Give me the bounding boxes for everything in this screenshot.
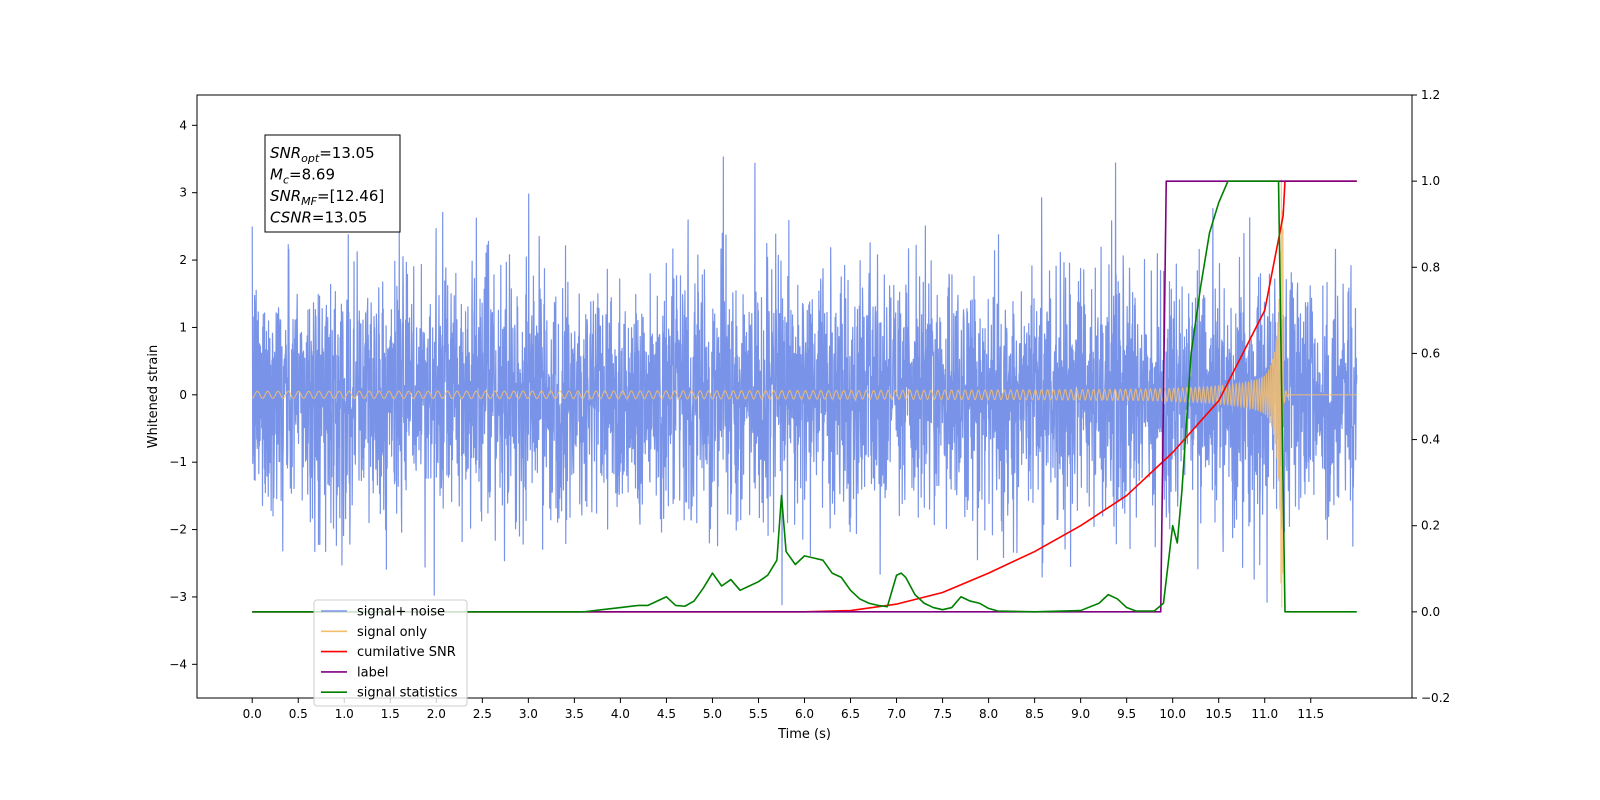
x-tick-label: 3.5 — [565, 707, 584, 721]
x-tick-label: 6.5 — [841, 707, 860, 721]
signal-noise-line — [251, 156, 1358, 606]
signal-only-line — [252, 179, 1357, 608]
y-right-tick-label: 1.0 — [1421, 174, 1440, 188]
y-right-tick-label: 0.8 — [1421, 260, 1440, 274]
legend-label: signal+ noise — [357, 605, 445, 620]
x-tick-label: 4.0 — [611, 707, 630, 721]
annotation-frame — [264, 134, 401, 233]
x-tick-label: 1.5 — [381, 707, 400, 721]
x-tick-label: 2.5 — [473, 707, 492, 721]
y-left-tick-label: 3 — [179, 186, 187, 200]
legend-frame — [313, 599, 468, 707]
legend-label: label — [357, 665, 388, 680]
annotation-line: SNRopt=13.05 — [270, 144, 375, 165]
x-tick-label: 9.5 — [1117, 707, 1136, 721]
y-axis-right: −0.2 0.0 0.2 0.4 0.6 0.8 1.0 1.2 — [1412, 88, 1450, 705]
y-left-tick-label: 4 — [179, 118, 187, 132]
series-line-signal-statistics — [252, 180, 1357, 613]
x-tick-label: 7.5 — [933, 707, 952, 721]
y-right-tick-label: 1.2 — [1421, 88, 1440, 102]
y-left-tick-label: −3 — [169, 590, 187, 604]
series-line-cumilative-snr — [252, 180, 1357, 613]
y-axis-left: −4 −3 −2 −1 0 1 2 3 4 — [169, 118, 197, 671]
series-signal-noise — [251, 156, 1358, 606]
x-tick-label: 5.0 — [703, 707, 722, 721]
legend-label: cumilative SNR — [357, 645, 456, 660]
y-right-tick-label: 0.0 — [1421, 605, 1440, 619]
x-tick-label: 7.0 — [887, 707, 906, 721]
x-tick-label: 9.0 — [1071, 707, 1090, 721]
legend: signal+ noise signal only cumilative SNR la… — [313, 599, 468, 707]
x-tick-label: 5.5 — [749, 707, 768, 721]
x-tick-label: 0.0 — [243, 707, 262, 721]
x-tick-label: 6.0 — [795, 707, 814, 721]
x-tick-label: 2.0 — [427, 707, 446, 721]
y-right-tick-label: 0.2 — [1421, 519, 1440, 533]
annotation-box: SNRopt=13.05Mc=8.69SNRMF=[12.46]CSNR=13.… — [264, 134, 401, 233]
y-axis-label: Whitened strain — [146, 345, 161, 448]
legend-label: signal only — [357, 625, 427, 640]
x-tick-label: 0.5 — [289, 707, 308, 721]
x-axis: 0.0 0.5 1.0 1.5 2.0 2.5 3.0 3.5 4.0 4.5 5.0 5.5 6.0 6… — [243, 698, 1324, 721]
y-left-tick-label: 0 — [179, 388, 187, 402]
x-tick-label: 10.0 — [1159, 707, 1186, 721]
series-signal-only — [252, 179, 1357, 608]
y-right-tick-label: 0.4 — [1421, 433, 1440, 447]
y-left-tick-label: 2 — [179, 253, 187, 267]
y-left-tick-label: 1 — [179, 320, 187, 334]
y-right-tick-label: −0.2 — [1421, 691, 1450, 705]
x-tick-label: 10.5 — [1205, 707, 1232, 721]
annotation-line: SNRMF=[12.46] — [270, 187, 384, 208]
x-tick-label: 8.5 — [1025, 707, 1044, 721]
x-tick-label: 11.0 — [1251, 707, 1278, 721]
y-left-tick-label: −4 — [169, 657, 187, 671]
annotation-line: Mc=8.69 — [270, 166, 335, 187]
y-left-tick-label: −2 — [169, 523, 187, 537]
x-axis-label: Time (s) — [777, 727, 831, 742]
y-right-tick-label: 0.6 — [1421, 346, 1440, 360]
x-tick-label: 3.0 — [519, 707, 538, 721]
annotation-line: CSNR=13.05 — [270, 209, 367, 227]
right-axis-series — [252, 180, 1357, 613]
x-tick-label: 11.5 — [1297, 707, 1324, 721]
legend-label: signal statistics — [357, 686, 458, 701]
x-tick-label: 1.0 — [335, 707, 354, 721]
x-tick-label: 4.5 — [657, 707, 676, 721]
y-left-tick-label: −1 — [169, 455, 187, 469]
x-tick-label: 8.0 — [979, 707, 998, 721]
